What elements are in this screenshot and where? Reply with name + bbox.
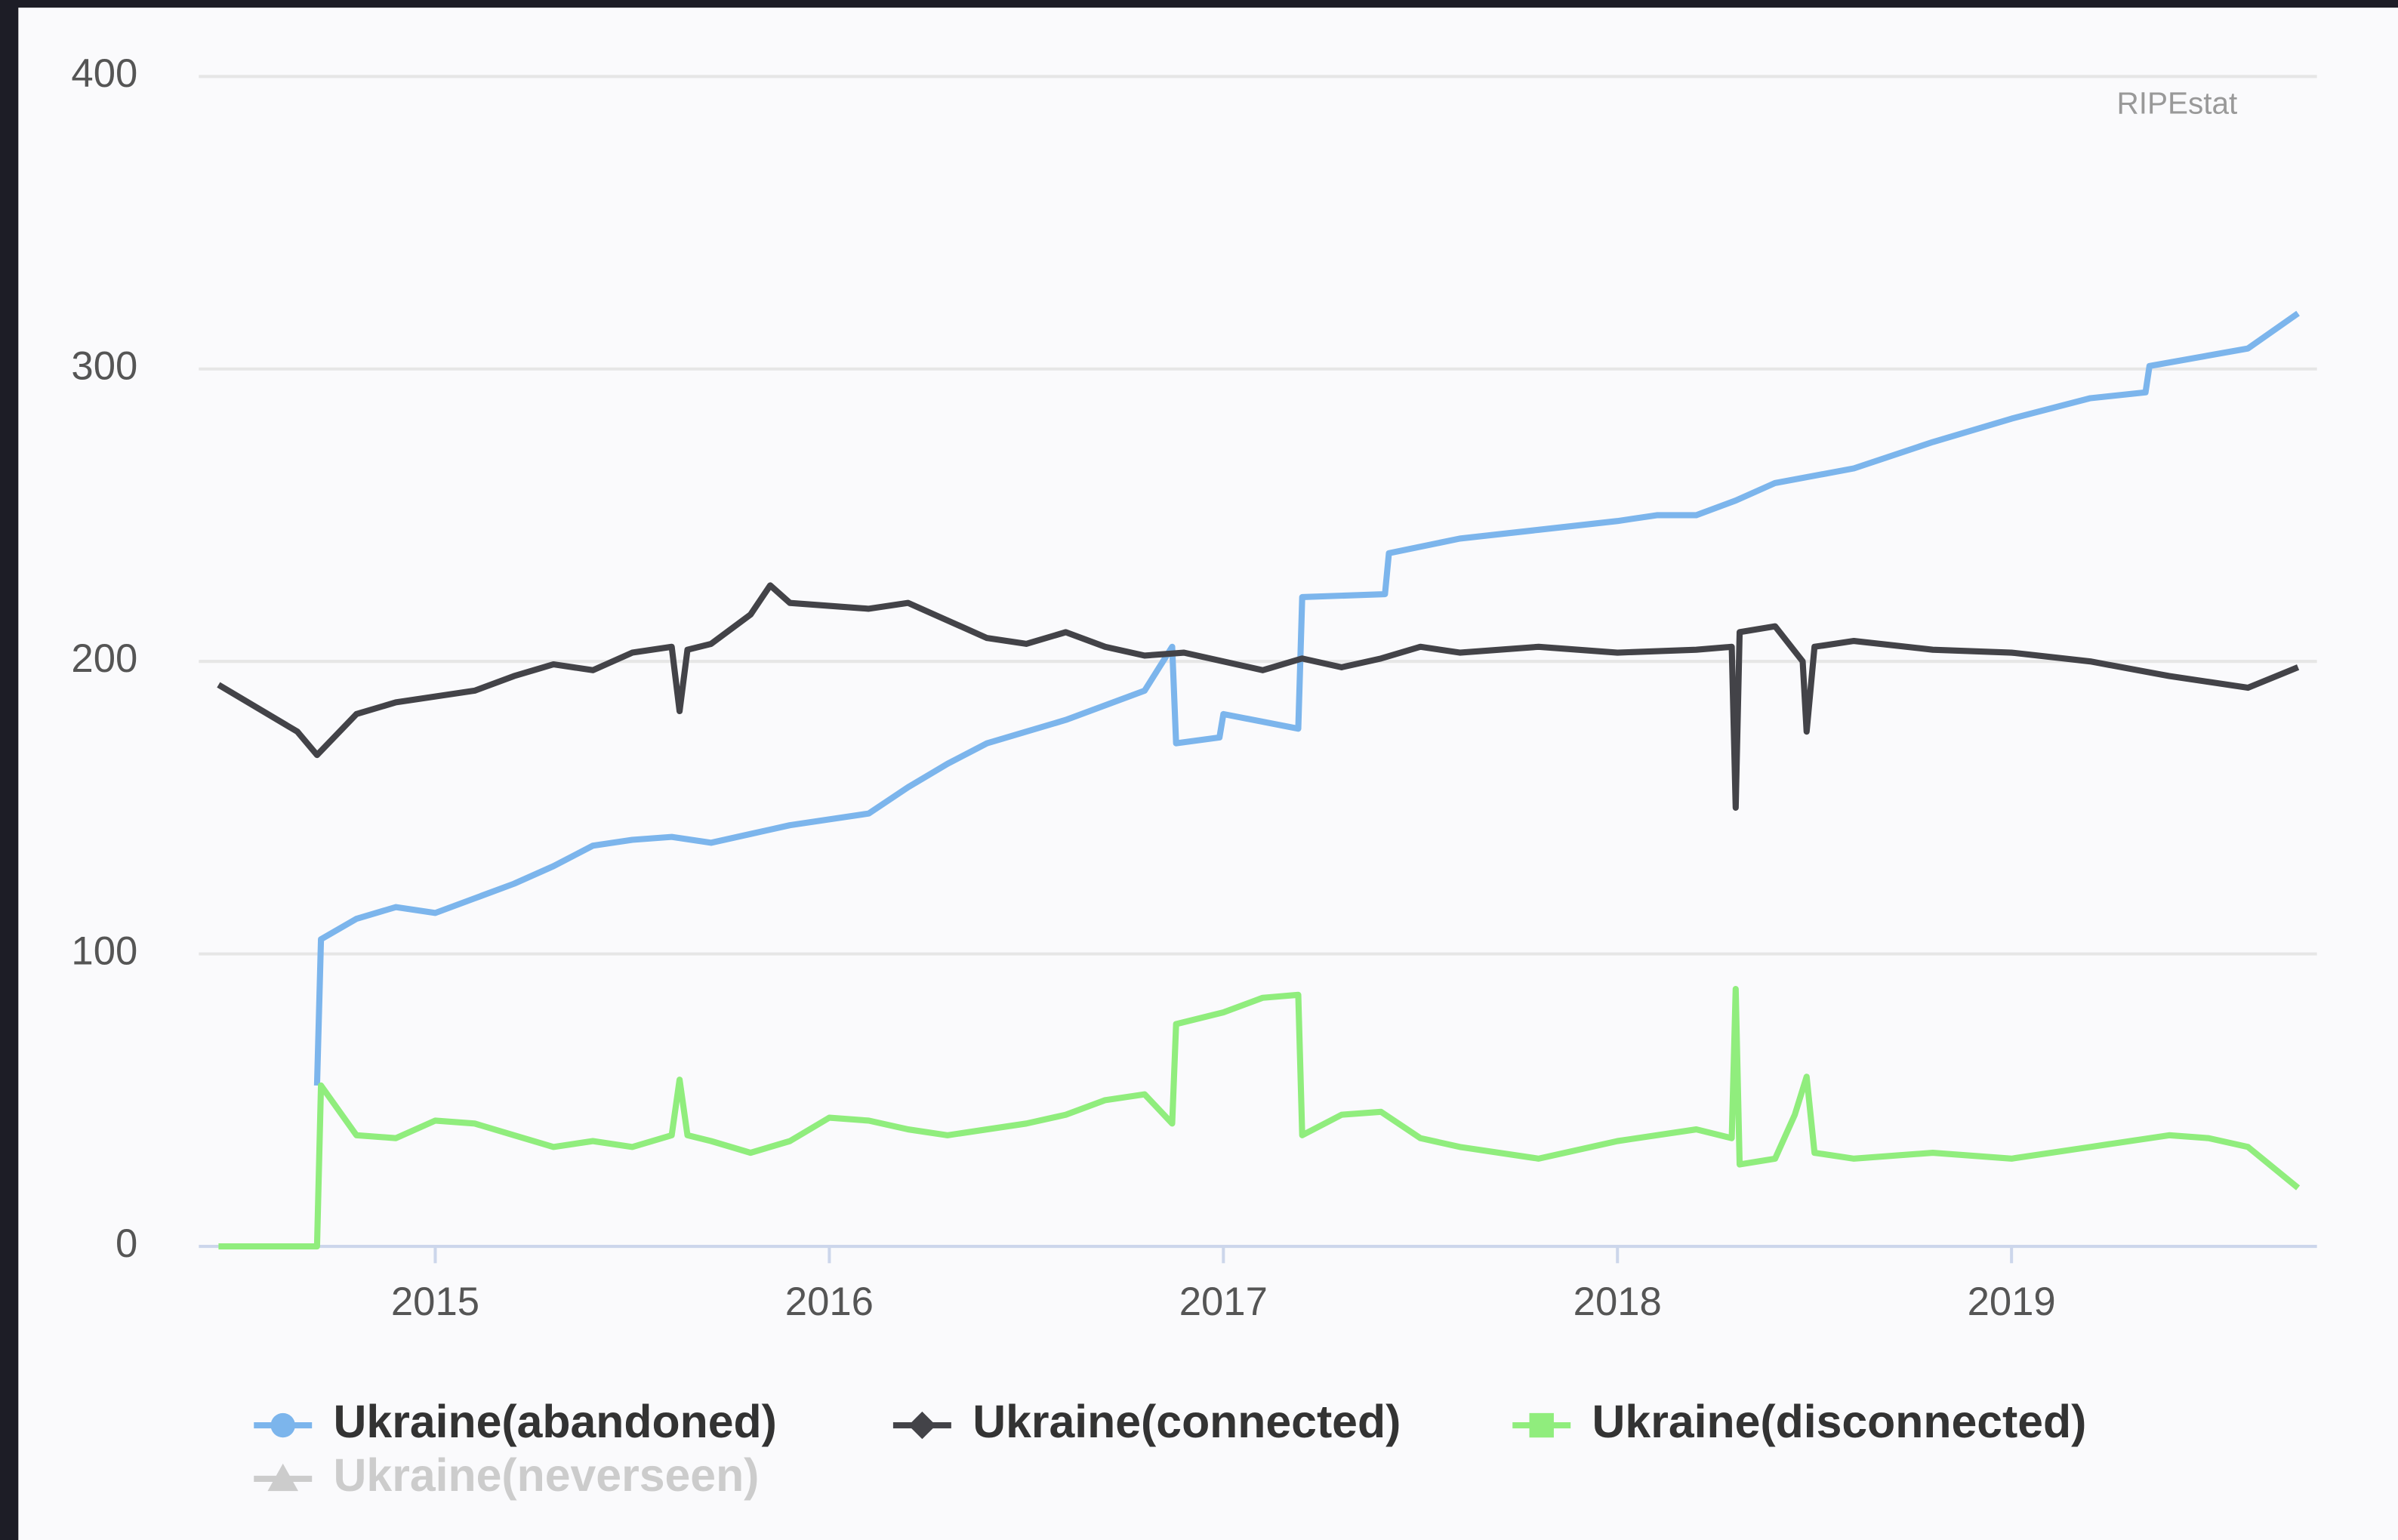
x-tick-label: 2016	[785, 1280, 874, 1324]
legend-label: Ukraine(connected)	[972, 1396, 1401, 1447]
legend-marker	[270, 1412, 295, 1438]
y-tick-label: 0	[116, 1221, 137, 1266]
y-tick-label: 200	[71, 636, 137, 681]
y-tick-label: 400	[71, 51, 137, 96]
legend-label: Ukraine(abandoned)	[334, 1396, 777, 1447]
legend-marker	[1529, 1412, 1554, 1438]
legend-label: Ukraine(neverseen)	[334, 1449, 760, 1501]
y-tick-label: 300	[71, 344, 137, 389]
series-line	[218, 986, 2301, 1250]
legend-label: Ukraine(disconnected)	[1592, 1396, 2087, 1447]
series-line	[217, 582, 2300, 811]
x-tick-label: 2015	[391, 1280, 479, 1324]
x-tick-label: 2017	[1179, 1280, 1268, 1324]
y-tick-label: 100	[71, 929, 137, 974]
credit: RIPEstat	[2117, 85, 2238, 120]
legend-marker	[267, 1463, 298, 1492]
chart-panel	[18, 8, 2398, 1540]
x-tick-label: 2018	[1573, 1280, 1662, 1324]
x-tick-label: 2019	[1968, 1280, 2056, 1324]
series-line	[313, 310, 2300, 1086]
